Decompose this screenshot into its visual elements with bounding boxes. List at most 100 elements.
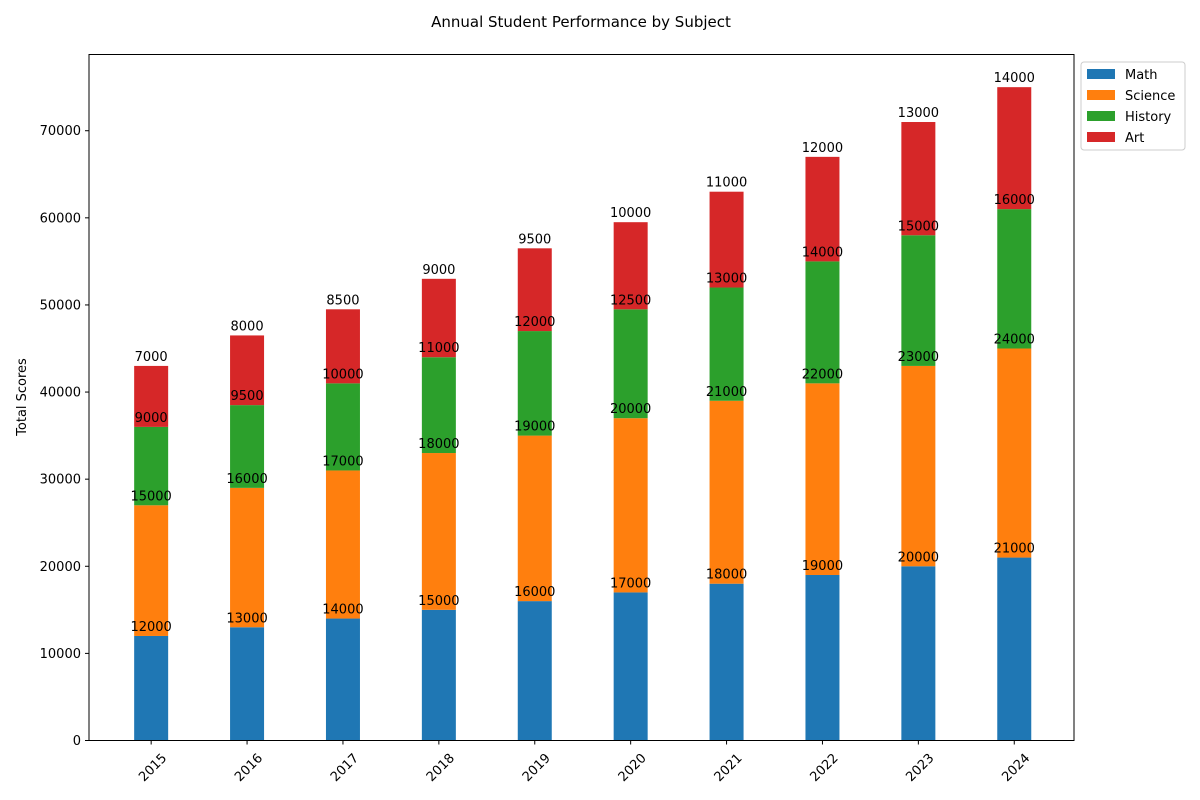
legend-swatch-science — [1087, 90, 1115, 100]
value-label-history-2019: 12000 — [514, 315, 555, 330]
x-tick-label-2022: 2022 — [808, 751, 842, 785]
value-label-science-2019: 19000 — [514, 420, 555, 435]
value-label-science-2022: 22000 — [802, 367, 843, 382]
bar-art-2019 — [517, 248, 552, 332]
bar-math-2020 — [613, 592, 648, 741]
value-label-math-2023: 20000 — [898, 550, 939, 565]
value-label-science-2015: 15000 — [130, 489, 171, 504]
x-tick-label-2017: 2017 — [328, 751, 362, 785]
value-label-art-2017: 8500 — [326, 293, 359, 308]
x-tick-label-2019: 2019 — [520, 751, 554, 785]
value-label-science-2021: 21000 — [706, 385, 747, 400]
bar-art-2015 — [134, 365, 169, 427]
bar-math-2021 — [709, 583, 744, 741]
bar-art-2021 — [709, 191, 744, 288]
bar-math-2019 — [517, 601, 552, 741]
value-label-art-2018: 9000 — [422, 263, 455, 278]
bar-art-2018 — [421, 278, 456, 358]
bar-art-2017 — [325, 309, 360, 384]
x-tick-label-2024: 2024 — [999, 751, 1033, 785]
value-label-history-2021: 13000 — [706, 272, 747, 287]
y-tick-label: 30000 — [40, 473, 81, 488]
y-tick-label: 50000 — [40, 298, 81, 313]
plot-frame — [88, 54, 1075, 741]
value-label-history-2020: 12500 — [610, 293, 651, 308]
bar-science-2020 — [613, 418, 648, 593]
x-axis: 2015 2016 2017 2018 2019 2020 2021 2022 2023 2024 — [136, 740, 1033, 785]
y-tick-label: 10000 — [40, 647, 81, 662]
value-labels-layer: 12000 15000 9000 7000 13000 16000 9500 8000 1400… — [130, 71, 1034, 635]
bar-science-2021 — [709, 400, 744, 584]
value-label-history-2017: 10000 — [322, 367, 363, 382]
value-label-math-2021: 18000 — [706, 568, 747, 583]
value-label-art-2019: 9500 — [518, 232, 551, 247]
bar-science-2024 — [997, 348, 1032, 558]
bar-art-2022 — [805, 156, 840, 262]
bar-math-2022 — [805, 574, 840, 741]
bar-science-2015 — [134, 505, 169, 636]
bar-art-2024 — [997, 87, 1032, 210]
value-label-math-2024: 21000 — [994, 542, 1035, 557]
x-tick-label-2021: 2021 — [712, 751, 746, 785]
bar-history-2016 — [230, 405, 265, 488]
bar-science-2018 — [421, 453, 456, 610]
y-tick-label: 40000 — [40, 386, 81, 401]
value-label-history-2023: 15000 — [898, 219, 939, 234]
bar-history-2017 — [325, 383, 360, 471]
legend-swatch-math — [1087, 69, 1115, 79]
value-label-math-2015: 12000 — [130, 620, 171, 635]
chart-title: Annual Student Performance by Subject — [431, 13, 731, 31]
legend-box — [1080, 61, 1186, 151]
y-tick-label: 70000 — [40, 124, 81, 139]
bar-math-2023 — [901, 566, 936, 741]
bar-math-2017 — [325, 618, 360, 741]
bar-history-2020 — [613, 309, 648, 419]
bar-history-2019 — [517, 331, 552, 436]
bar-history-2023 — [901, 235, 936, 366]
value-label-science-2018: 18000 — [418, 437, 459, 452]
bar-art-2020 — [613, 222, 648, 310]
value-label-art-2021: 11000 — [706, 176, 747, 191]
bar-math-2015 — [134, 635, 169, 741]
value-label-science-2024: 24000 — [994, 333, 1035, 348]
legend-swatch-art — [1087, 132, 1115, 142]
value-label-math-2022: 19000 — [802, 559, 843, 574]
bar-history-2024 — [997, 209, 1032, 349]
value-label-math-2018: 15000 — [418, 594, 459, 609]
bar-math-2018 — [421, 609, 456, 741]
bar-history-2021 — [709, 287, 744, 401]
y-tick-label: 60000 — [40, 211, 81, 226]
x-tick-label-2023: 2023 — [903, 751, 937, 785]
bar-science-2019 — [517, 435, 552, 602]
value-label-art-2024: 14000 — [994, 71, 1035, 86]
x-tick-label-2016: 2016 — [232, 751, 266, 785]
y-tick-label: 20000 — [40, 560, 81, 575]
value-label-math-2019: 16000 — [514, 585, 555, 600]
value-label-history-2015: 9000 — [135, 411, 168, 426]
value-label-history-2018: 11000 — [418, 341, 459, 356]
bars-layer — [134, 87, 1032, 741]
bar-history-2022 — [805, 261, 840, 384]
value-label-art-2022: 12000 — [802, 141, 843, 156]
value-label-math-2017: 14000 — [322, 603, 363, 618]
y-axis-label: Total Scores — [15, 358, 30, 437]
bar-art-2023 — [901, 122, 936, 236]
x-tick-label-2015: 2015 — [136, 751, 170, 785]
value-label-science-2016: 16000 — [226, 472, 267, 487]
value-label-history-2024: 16000 — [994, 193, 1035, 208]
bar-history-2015 — [134, 426, 169, 506]
legend-label-art: Art — [1125, 131, 1144, 146]
value-label-science-2020: 20000 — [610, 402, 651, 417]
legend-label-math: Math — [1125, 68, 1158, 83]
bar-math-2016 — [230, 627, 265, 741]
value-label-science-2023: 23000 — [898, 350, 939, 365]
bar-science-2022 — [805, 383, 840, 575]
bar-science-2017 — [325, 470, 360, 619]
value-label-art-2016: 8000 — [231, 319, 264, 334]
bar-science-2023 — [901, 365, 936, 567]
x-tick-label-2018: 2018 — [424, 751, 458, 785]
legend-label-science: Science — [1125, 89, 1175, 104]
bar-art-2016 — [230, 335, 265, 406]
value-label-math-2020: 17000 — [610, 576, 651, 591]
